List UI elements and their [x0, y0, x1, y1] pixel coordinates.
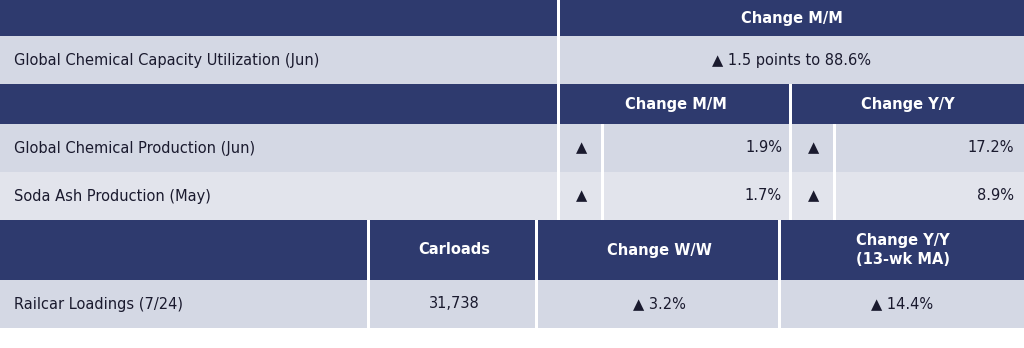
FancyBboxPatch shape — [604, 124, 790, 172]
FancyBboxPatch shape — [560, 0, 1024, 36]
FancyBboxPatch shape — [560, 84, 790, 124]
FancyBboxPatch shape — [781, 220, 1024, 280]
FancyBboxPatch shape — [538, 220, 778, 280]
FancyBboxPatch shape — [538, 280, 778, 328]
Text: Global Chemical Capacity Utilization (Jun): Global Chemical Capacity Utilization (Ju… — [14, 53, 319, 68]
Text: 1.7%: 1.7% — [744, 189, 782, 204]
Text: Change M/M: Change M/M — [741, 10, 843, 25]
Text: ▲: ▲ — [808, 189, 819, 204]
FancyBboxPatch shape — [370, 220, 535, 280]
FancyBboxPatch shape — [781, 280, 1024, 328]
FancyBboxPatch shape — [0, 84, 557, 124]
Text: ▲: ▲ — [577, 189, 588, 204]
Text: Change Y/Y: Change Y/Y — [861, 96, 954, 111]
FancyBboxPatch shape — [0, 328, 1024, 348]
Text: 17.2%: 17.2% — [968, 141, 1014, 156]
Text: Change W/W: Change W/W — [607, 243, 712, 258]
Text: Change M/M: Change M/M — [625, 96, 727, 111]
FancyBboxPatch shape — [792, 84, 1024, 124]
FancyBboxPatch shape — [0, 0, 557, 36]
FancyBboxPatch shape — [560, 36, 1024, 84]
FancyBboxPatch shape — [560, 172, 601, 220]
FancyBboxPatch shape — [0, 280, 367, 328]
Text: Global Chemical Production (Jun): Global Chemical Production (Jun) — [14, 141, 255, 156]
FancyBboxPatch shape — [836, 172, 1024, 220]
Text: Soda Ash Production (May): Soda Ash Production (May) — [14, 189, 211, 204]
Text: Railcar Loadings (7/24): Railcar Loadings (7/24) — [14, 296, 183, 311]
Text: Change Y/Y
(13-wk MA): Change Y/Y (13-wk MA) — [855, 233, 949, 267]
FancyBboxPatch shape — [0, 172, 557, 220]
FancyBboxPatch shape — [792, 124, 833, 172]
Text: ▲ 3.2%: ▲ 3.2% — [633, 296, 686, 311]
FancyBboxPatch shape — [0, 124, 557, 172]
Text: ▲: ▲ — [808, 141, 819, 156]
FancyBboxPatch shape — [792, 172, 833, 220]
FancyBboxPatch shape — [604, 172, 790, 220]
FancyBboxPatch shape — [0, 220, 367, 280]
Text: Carloads: Carloads — [418, 243, 490, 258]
Text: 1.9%: 1.9% — [745, 141, 782, 156]
Text: ▲ 1.5 points to 88.6%: ▲ 1.5 points to 88.6% — [713, 53, 871, 68]
Text: ▲ 14.4%: ▲ 14.4% — [871, 296, 934, 311]
FancyBboxPatch shape — [370, 280, 535, 328]
Text: ▲: ▲ — [577, 141, 588, 156]
Text: 31,738: 31,738 — [429, 296, 479, 311]
Text: 8.9%: 8.9% — [977, 189, 1014, 204]
FancyBboxPatch shape — [0, 36, 557, 84]
FancyBboxPatch shape — [560, 124, 601, 172]
FancyBboxPatch shape — [836, 124, 1024, 172]
